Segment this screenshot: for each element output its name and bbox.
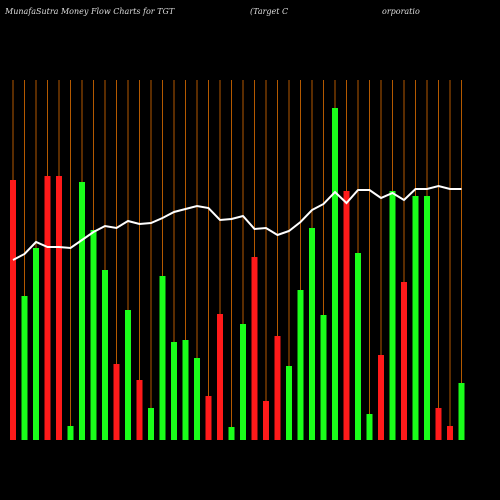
bar [159,276,166,440]
bar [263,401,269,440]
bar [125,310,131,440]
bar [205,396,212,440]
bar [412,196,419,440]
bar [251,257,258,440]
bar [297,290,304,440]
bar [320,315,327,440]
bar [136,380,143,440]
bar [79,182,85,440]
bar [228,427,235,440]
chart-title: (Target C [250,7,288,16]
bar [458,383,465,440]
bar [435,408,442,440]
bar [56,176,62,440]
bar [67,426,74,440]
money-flow-line [12,184,462,261]
bar [332,108,338,440]
bar [217,314,223,440]
chart-title: MunafaSutra Money Flow Charts for TGT [4,7,175,16]
bar [355,253,361,440]
bar [447,426,453,440]
bar [274,336,281,440]
bar [102,270,108,440]
bar [90,230,97,440]
bar [148,408,154,440]
bar [171,342,177,440]
bar [424,196,430,440]
bar [194,358,200,440]
bar [343,191,350,440]
bar [389,191,396,440]
bar [44,176,51,440]
bar [21,296,28,440]
bar [378,355,384,440]
bar [286,366,292,440]
chart-title: orporatio [382,7,420,16]
bar [10,180,16,440]
bar [33,248,39,440]
bar [113,364,120,440]
bar [240,324,246,440]
bar [182,340,189,440]
bar [366,414,373,440]
bar [309,228,315,440]
bar [401,282,407,440]
